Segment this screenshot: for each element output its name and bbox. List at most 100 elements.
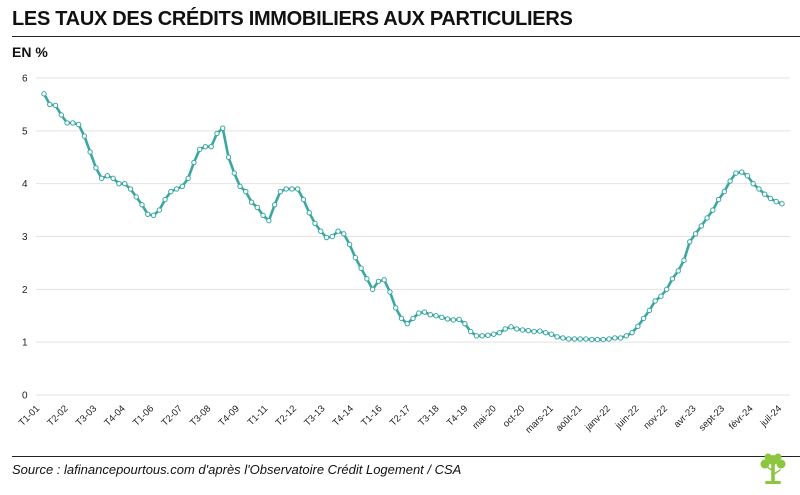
grid-lines xyxy=(36,77,790,396)
data-point xyxy=(571,336,578,342)
data-point xyxy=(225,154,232,160)
data-point xyxy=(110,175,116,182)
data-point xyxy=(675,268,681,274)
data-point xyxy=(220,125,226,131)
data-point xyxy=(779,201,785,207)
data-point xyxy=(58,112,64,118)
x-axis-ticks: T1-01 T2-02 T3-03 T4-04 T1-06 T2-07 T3-08 T4-09… xyxy=(17,403,784,435)
data-point xyxy=(168,188,174,195)
data-point xyxy=(525,327,532,334)
data-point xyxy=(93,165,99,171)
y-tick-label: 4 xyxy=(22,179,28,190)
data-point xyxy=(491,331,497,337)
x-tick-label: mai-20 xyxy=(470,403,498,431)
data-point xyxy=(433,313,439,319)
data-point xyxy=(196,146,203,153)
data-point xyxy=(502,326,508,332)
y-axis-ticks: 0 1 2 3 4 5 6 xyxy=(22,74,28,402)
data-point xyxy=(704,215,710,221)
data-point xyxy=(231,170,237,176)
x-tick-label: janv-22 xyxy=(582,403,613,434)
data-point xyxy=(542,329,549,336)
x-tick-label: T4-09 xyxy=(217,403,242,428)
data-point xyxy=(364,276,370,282)
y-tick-label: 0 xyxy=(22,391,28,402)
data-point xyxy=(237,183,243,190)
y-tick-label: 5 xyxy=(22,126,28,137)
data-point xyxy=(594,336,601,343)
data-point xyxy=(565,336,572,342)
x-tick-label: T4-19 xyxy=(445,403,470,428)
data-point xyxy=(710,207,716,213)
x-tick-label: T3-08 xyxy=(188,403,213,428)
y-tick-label: 1 xyxy=(22,338,28,349)
source-note: Source : lafinancepourtous.com d'après l… xyxy=(12,462,462,477)
data-point xyxy=(260,212,266,219)
data-point xyxy=(387,289,393,295)
data-point xyxy=(104,173,111,179)
data-point xyxy=(421,309,428,315)
data-point xyxy=(162,196,168,203)
data-point xyxy=(122,180,128,187)
y-tick-label: 2 xyxy=(22,285,28,296)
data-point xyxy=(577,336,583,342)
data-point xyxy=(150,212,157,219)
data-point xyxy=(266,217,272,224)
data-point xyxy=(756,186,762,192)
data-point xyxy=(248,199,255,205)
data-point xyxy=(70,120,76,126)
data-point xyxy=(410,315,416,322)
x-tick-label: août-21 xyxy=(554,403,585,434)
data-point xyxy=(554,334,560,340)
data-point xyxy=(191,159,197,166)
x-tick-label: T2-17 xyxy=(388,403,413,428)
data-point xyxy=(98,175,105,182)
x-tick-label: févr-24 xyxy=(727,403,756,432)
data-point xyxy=(271,202,278,208)
data-point xyxy=(318,228,324,234)
data-point xyxy=(41,91,47,97)
data-point xyxy=(398,315,405,322)
tree-logo-icon xyxy=(756,452,790,491)
data-point xyxy=(202,143,209,150)
x-tick-label: T4-04 xyxy=(102,403,127,428)
y-tick-label: 3 xyxy=(22,232,28,243)
data-point xyxy=(185,175,191,182)
x-tick-label: T2-07 xyxy=(159,403,184,428)
x-tick-label: T3-03 xyxy=(74,403,99,428)
data-point xyxy=(733,170,739,176)
data-point xyxy=(208,143,214,150)
data-point xyxy=(663,286,670,293)
series-group xyxy=(41,91,785,343)
x-tick-label: T1-11 xyxy=(246,403,271,428)
data-point xyxy=(623,333,630,339)
data-point xyxy=(467,328,474,335)
data-point xyxy=(81,133,88,139)
data-point xyxy=(306,210,312,216)
data-point xyxy=(375,278,382,285)
data-point xyxy=(87,149,93,155)
data-point xyxy=(496,329,503,336)
x-tick-label: T2-12 xyxy=(274,403,299,428)
data-point xyxy=(721,188,728,195)
data-point xyxy=(277,188,284,195)
data-point xyxy=(444,316,451,322)
data-point xyxy=(600,336,606,343)
data-point xyxy=(738,169,745,175)
x-tick-label: mars-21 xyxy=(523,403,555,435)
data-point xyxy=(179,183,186,190)
x-tick-label: T4-14 xyxy=(331,403,356,428)
data-point xyxy=(462,320,468,327)
data-point xyxy=(173,186,180,192)
data-point xyxy=(508,324,514,330)
data-point xyxy=(335,228,341,234)
data-point xyxy=(658,293,664,299)
data-point xyxy=(606,336,612,342)
data-point xyxy=(133,194,139,200)
x-tick-label: T1-01 xyxy=(17,403,42,428)
data-point xyxy=(583,336,589,342)
data-point xyxy=(750,180,756,187)
data-point xyxy=(52,102,59,109)
data-point xyxy=(698,223,704,229)
